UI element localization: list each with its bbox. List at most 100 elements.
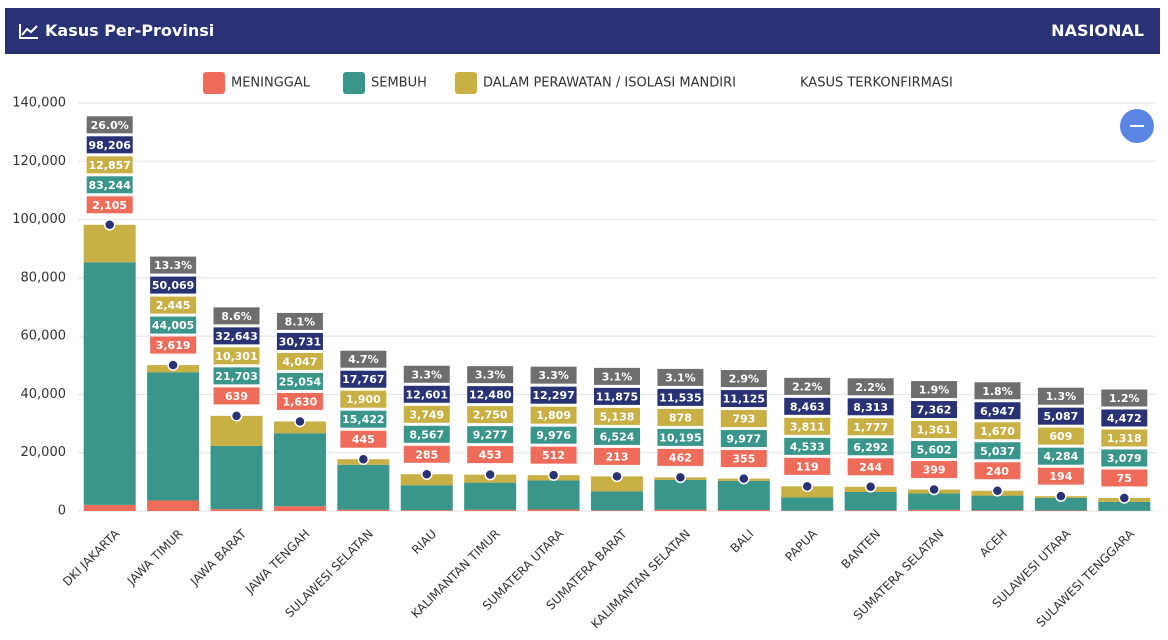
value-label: 2.2% xyxy=(855,381,886,394)
value-label-box xyxy=(467,406,514,424)
value-label-box xyxy=(1101,409,1148,427)
value-label: 3,811 xyxy=(790,420,825,433)
legend-swatch xyxy=(343,72,365,94)
value-label: 3,749 xyxy=(409,408,444,421)
value-label: 119 xyxy=(796,460,819,473)
value-label-box xyxy=(784,437,831,455)
value-label-box xyxy=(467,386,514,404)
value-label: 2.2% xyxy=(792,380,823,393)
value-label: 11,535 xyxy=(659,391,701,404)
bar-segment xyxy=(844,491,897,511)
bar-segment xyxy=(83,504,136,511)
value-label-box xyxy=(340,350,387,368)
y-tick-label: 120,000 xyxy=(12,154,66,169)
value-label-box xyxy=(340,390,387,408)
bar-segment xyxy=(527,480,580,510)
value-label-box xyxy=(150,296,197,314)
value-label-box xyxy=(340,370,387,388)
value-label: 2,750 xyxy=(473,409,508,422)
value-label-box xyxy=(403,445,450,463)
value-label-box xyxy=(847,438,894,456)
value-label-box xyxy=(911,381,958,399)
value-label-box xyxy=(594,427,640,445)
value-label-box xyxy=(594,387,640,405)
bar-segment xyxy=(654,479,707,510)
value-label: 1,900 xyxy=(346,393,381,406)
total-dot xyxy=(674,471,687,484)
value-label-box xyxy=(530,406,577,424)
total-dot xyxy=(547,469,560,481)
value-label-box xyxy=(530,366,577,384)
total-dot xyxy=(357,453,370,465)
value-label: 5,087 xyxy=(1043,410,1078,423)
value-label: 6,947 xyxy=(980,405,1015,418)
value-label: 213 xyxy=(606,450,629,463)
y-tick-label: 100,000 xyxy=(12,212,66,227)
value-label: 5,037 xyxy=(980,445,1015,458)
x-tick-label: JAWA BARAT xyxy=(187,526,250,589)
value-label: 8,313 xyxy=(853,401,888,414)
value-label: 2.9% xyxy=(729,373,760,386)
value-label-box xyxy=(213,307,260,325)
value-label-box xyxy=(911,461,958,479)
value-label: 12,601 xyxy=(406,388,448,401)
x-tick-label: BANTEN xyxy=(838,527,883,572)
value-label: 462 xyxy=(669,451,692,464)
value-label: 17,767 xyxy=(342,373,384,386)
y-tick-label: 0 xyxy=(58,504,66,519)
bar-segment xyxy=(400,510,453,511)
value-label: 3,079 xyxy=(1107,452,1142,465)
x-tick-label: JAWA TENGAH xyxy=(242,527,312,597)
value-label: 11,125 xyxy=(723,393,765,406)
value-label: 9,277 xyxy=(473,429,508,442)
value-label: 4.7% xyxy=(348,353,379,366)
value-label: 1.3% xyxy=(1046,390,1077,403)
value-label: 5,602 xyxy=(917,444,952,457)
legend-label: KASUS TERKONFIRMASI xyxy=(800,76,953,91)
value-label: 3,619 xyxy=(156,339,191,352)
value-label-box xyxy=(276,352,323,370)
value-label: 3.1% xyxy=(665,371,696,384)
value-label: 1,809 xyxy=(536,409,571,422)
chart-icon xyxy=(19,24,38,39)
value-label-box xyxy=(657,368,704,386)
value-label: 1,630 xyxy=(283,395,318,408)
legend-label: DALAM PERAWATAN / ISOLASI MANDIRI xyxy=(483,76,736,91)
bar-segment xyxy=(273,421,326,434)
value-label-box xyxy=(657,428,704,446)
y-tick-label: 40,000 xyxy=(21,387,67,402)
value-label: 194 xyxy=(1049,470,1072,483)
value-label-box xyxy=(530,386,577,404)
value-label: 98,206 xyxy=(88,139,131,152)
value-label: 8.1% xyxy=(285,315,316,328)
value-label-box xyxy=(784,417,831,435)
scope-button[interactable]: NASIONAL xyxy=(1051,21,1144,40)
value-label-box xyxy=(403,425,450,443)
value-label-box xyxy=(847,398,894,416)
x-tick-label: BALI xyxy=(728,527,757,556)
value-label-box xyxy=(150,316,197,334)
value-label-box xyxy=(657,448,704,466)
value-label: 793 xyxy=(732,413,755,426)
value-label-box xyxy=(150,336,197,354)
value-label-box xyxy=(911,421,958,439)
bar-segment xyxy=(1034,510,1087,511)
bar-segment xyxy=(1034,497,1087,511)
total-dot xyxy=(738,472,750,485)
value-label: 50,069 xyxy=(152,279,194,292)
value-label: 8,567 xyxy=(409,428,444,441)
bar-segment xyxy=(844,510,897,511)
value-label-box xyxy=(86,136,133,154)
value-label: 4,533 xyxy=(790,440,825,453)
y-tick-label: 140,000 xyxy=(12,96,66,111)
bar-segment xyxy=(654,509,707,511)
x-tick-label: PAPUA xyxy=(782,526,820,564)
bar-segment xyxy=(337,509,390,511)
value-label-box xyxy=(86,116,133,134)
value-label-box xyxy=(467,446,514,464)
value-label: 878 xyxy=(669,411,692,424)
header-title: Kasus Per-Provinsi xyxy=(45,21,215,40)
value-label-box xyxy=(847,458,894,476)
